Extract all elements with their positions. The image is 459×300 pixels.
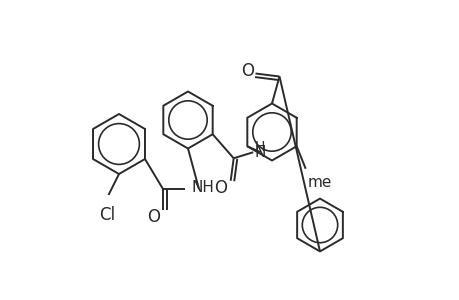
Text: me: me bbox=[307, 175, 331, 190]
Text: O: O bbox=[214, 179, 227, 197]
Text: O: O bbox=[146, 208, 160, 226]
Text: H: H bbox=[254, 140, 264, 154]
Text: Cl: Cl bbox=[99, 206, 115, 224]
Text: O: O bbox=[241, 62, 254, 80]
Text: NH: NH bbox=[191, 180, 214, 195]
Text: N: N bbox=[254, 145, 265, 160]
